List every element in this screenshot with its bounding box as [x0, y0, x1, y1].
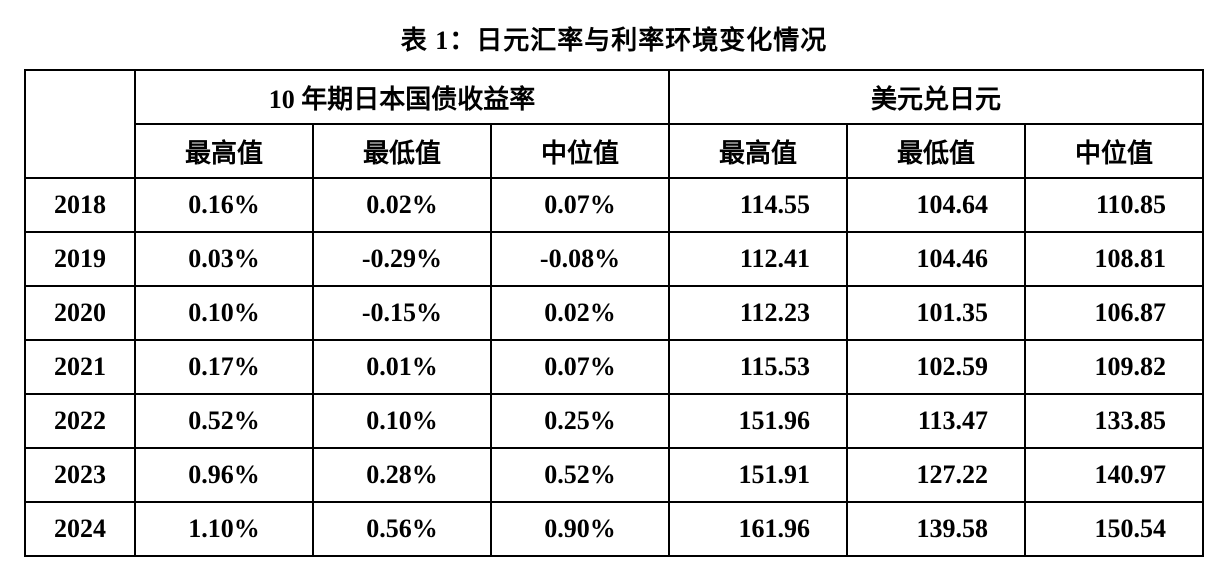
cell-fx-med: 140.97	[1025, 448, 1203, 502]
header-yield-max: 最高值	[135, 124, 313, 178]
header-yield-min: 最低值	[313, 124, 491, 178]
cell-fx-med: 133.85	[1025, 394, 1203, 448]
cell-yield-max: 0.17%	[135, 340, 313, 394]
cell-fx-max: 114.55	[669, 178, 847, 232]
cell-fx-min: 127.22	[847, 448, 1025, 502]
cell-yield-max: 0.52%	[135, 394, 313, 448]
cell-yield-max: 0.96%	[135, 448, 313, 502]
cell-fx-min: 104.46	[847, 232, 1025, 286]
cell-fx-min: 139.58	[847, 502, 1025, 556]
header-blank	[25, 70, 135, 178]
cell-yield-med: 0.25%	[491, 394, 669, 448]
cell-year: 2024	[25, 502, 135, 556]
header-yield-med: 中位值	[491, 124, 669, 178]
cell-fx-med: 110.85	[1025, 178, 1203, 232]
table-row: 2020 0.10% -0.15% 0.02% 112.23 101.35 10…	[25, 286, 1203, 340]
cell-yield-max: 1.10%	[135, 502, 313, 556]
header-group-fx: 美元兑日元	[669, 70, 1203, 124]
cell-yield-max: 0.16%	[135, 178, 313, 232]
cell-yield-min: -0.15%	[313, 286, 491, 340]
table-body: 2018 0.16% 0.02% 0.07% 114.55 104.64 110…	[25, 178, 1203, 556]
table-row: 2019 0.03% -0.29% -0.08% 112.41 104.46 1…	[25, 232, 1203, 286]
cell-yield-max: 0.03%	[135, 232, 313, 286]
cell-year: 2018	[25, 178, 135, 232]
cell-yield-med: 0.02%	[491, 286, 669, 340]
cell-yield-med: 0.07%	[491, 178, 669, 232]
table-row: 2024 1.10% 0.56% 0.90% 161.96 139.58 150…	[25, 502, 1203, 556]
cell-yield-min: 0.56%	[313, 502, 491, 556]
cell-fx-med: 106.87	[1025, 286, 1203, 340]
table-row: 2023 0.96% 0.28% 0.52% 151.91 127.22 140…	[25, 448, 1203, 502]
cell-yield-min: 0.28%	[313, 448, 491, 502]
header-group-yield: 10 年期日本国债收益率	[135, 70, 669, 124]
cell-fx-med: 109.82	[1025, 340, 1203, 394]
cell-yield-med: 0.52%	[491, 448, 669, 502]
header-fx-med: 中位值	[1025, 124, 1203, 178]
cell-year: 2023	[25, 448, 135, 502]
header-row-1: 10 年期日本国债收益率 美元兑日元	[25, 70, 1203, 124]
cell-year: 2020	[25, 286, 135, 340]
cell-yield-min: 0.02%	[313, 178, 491, 232]
cell-fx-max: 112.41	[669, 232, 847, 286]
cell-yield-min: -0.29%	[313, 232, 491, 286]
table-caption: 表 1：日元汇率与利率环境变化情况	[10, 20, 1218, 57]
header-fx-min: 最低值	[847, 124, 1025, 178]
cell-fx-max: 161.96	[669, 502, 847, 556]
cell-yield-min: 0.01%	[313, 340, 491, 394]
cell-year: 2019	[25, 232, 135, 286]
header-fx-max: 最高值	[669, 124, 847, 178]
header-row-2: 最高值 最低值 中位值 最高值 最低值 中位值	[25, 124, 1203, 178]
table-row: 2021 0.17% 0.01% 0.07% 115.53 102.59 109…	[25, 340, 1203, 394]
cell-fx-med: 108.81	[1025, 232, 1203, 286]
cell-year: 2021	[25, 340, 135, 394]
cell-yield-max: 0.10%	[135, 286, 313, 340]
data-table: 10 年期日本国债收益率 美元兑日元 最高值 最低值 中位值 最高值 最低值 中…	[24, 69, 1204, 557]
cell-fx-min: 104.64	[847, 178, 1025, 232]
cell-yield-med: 0.90%	[491, 502, 669, 556]
cell-fx-max: 151.91	[669, 448, 847, 502]
cell-yield-min: 0.10%	[313, 394, 491, 448]
cell-yield-med: -0.08%	[491, 232, 669, 286]
table-row: 2022 0.52% 0.10% 0.25% 151.96 113.47 133…	[25, 394, 1203, 448]
cell-fx-max: 115.53	[669, 340, 847, 394]
cell-fx-med: 150.54	[1025, 502, 1203, 556]
cell-fx-min: 101.35	[847, 286, 1025, 340]
cell-yield-med: 0.07%	[491, 340, 669, 394]
cell-year: 2022	[25, 394, 135, 448]
table-row: 2018 0.16% 0.02% 0.07% 114.55 104.64 110…	[25, 178, 1203, 232]
cell-fx-max: 151.96	[669, 394, 847, 448]
cell-fx-max: 112.23	[669, 286, 847, 340]
cell-fx-min: 102.59	[847, 340, 1025, 394]
cell-fx-min: 113.47	[847, 394, 1025, 448]
